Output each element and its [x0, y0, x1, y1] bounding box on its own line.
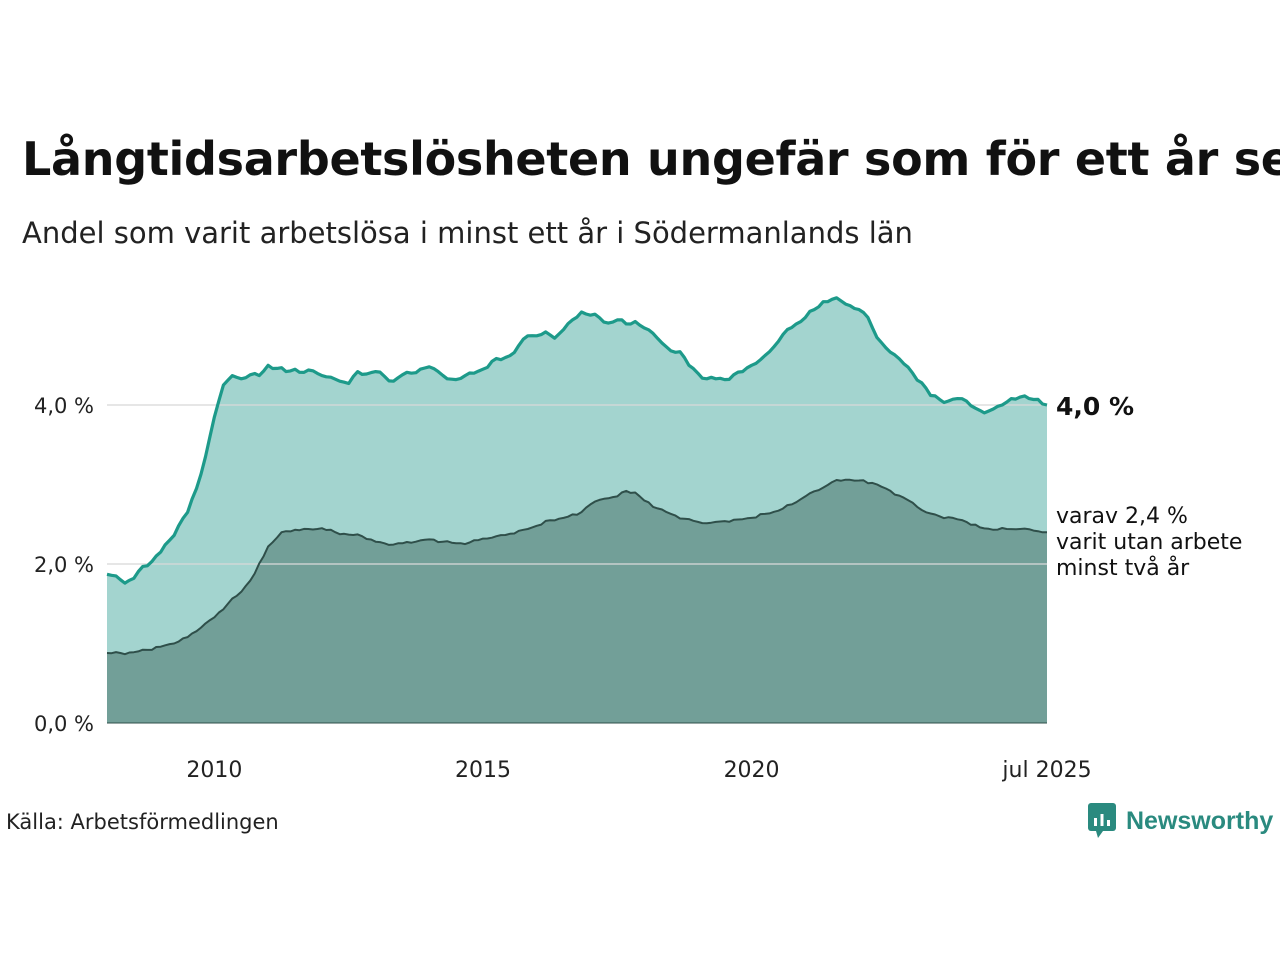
- y-tick-label: 4,0 %: [34, 394, 94, 418]
- two-year-end-label-line: minst två år: [1056, 555, 1190, 581]
- two-year-end-label-line: varit utan arbete: [1056, 530, 1242, 555]
- brand-name: Newsworthy: [1126, 806, 1274, 835]
- chart-title: Långtidsarbetslösheten ungefär som för e…: [22, 132, 1280, 186]
- newsworthy-logo-icon: [1088, 803, 1116, 838]
- x-tick-label: 2010: [186, 758, 242, 783]
- source-note: Källa: Arbetsförmedlingen: [6, 810, 279, 834]
- brand[interactable]: Newsworthy: [1088, 803, 1273, 839]
- two-year-end-label-line: varav 2,4 %: [1056, 504, 1188, 529]
- total-end-label: 4,0 %: [1056, 392, 1134, 421]
- x-tick-label: 2020: [724, 758, 780, 783]
- two-year-area: [107, 479, 1047, 723]
- y-tick-label: 0,0 %: [34, 712, 94, 736]
- x-tick-label: 2015: [455, 758, 511, 783]
- two-year-line: [106, 478, 1048, 656]
- chart-subtitle: Andel som varit arbetslösa i minst ett å…: [22, 216, 913, 250]
- y-tick-label: 2,0 %: [34, 553, 94, 577]
- x-tick-label: jul 2025: [1001, 758, 1091, 783]
- total-line: [106, 296, 1048, 585]
